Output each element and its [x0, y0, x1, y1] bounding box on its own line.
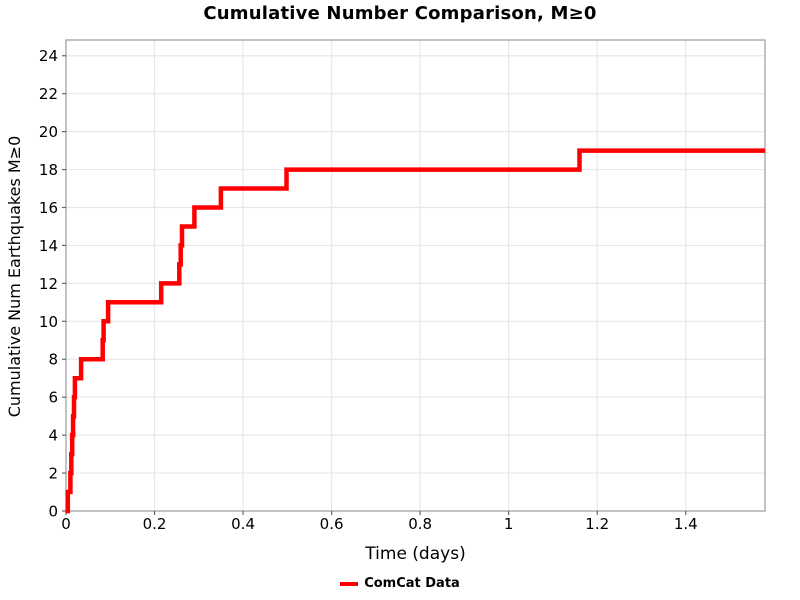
- x-tick-label: 0.6: [320, 515, 344, 533]
- x-tick-label: 0.2: [143, 515, 167, 533]
- x-tick-label: 0.8: [408, 515, 432, 533]
- legend: ComCat Data: [0, 576, 800, 591]
- y-tick-label: 18: [39, 161, 58, 179]
- y-tick-label: 10: [39, 313, 58, 331]
- y-axis-label: Cumulative Num Earthquakes M≥0: [5, 135, 24, 418]
- x-tick-label: 0.4: [231, 515, 255, 533]
- comcat-step-line: [65, 148, 765, 514]
- x-tick-label: 1: [504, 515, 514, 533]
- chart-title: Cumulative Number Comparison, M≥0: [203, 3, 597, 24]
- y-tick-label: 2: [48, 465, 58, 483]
- y-tick-label: 14: [39, 237, 58, 255]
- x-tick-label: 0: [61, 515, 71, 533]
- y-tick-label: 8: [48, 351, 58, 369]
- y-tick-label: 22: [39, 85, 58, 103]
- y-tick-label: 6: [48, 389, 58, 407]
- y-tick-label: 24: [39, 47, 58, 65]
- y-tick-label: 20: [39, 123, 58, 141]
- y-tick-label: 0: [48, 503, 58, 521]
- x-axis-label: Time (days): [365, 544, 466, 564]
- y-tick-label: 4: [48, 427, 58, 445]
- legend-line-swatch: [340, 581, 359, 586]
- y-tick-label: 16: [39, 199, 58, 217]
- legend-label: ComCat Data: [364, 576, 460, 591]
- x-tick-label: 1.4: [674, 515, 698, 533]
- x-tick-label: 1.2: [585, 515, 609, 533]
- y-tick-label: 12: [39, 275, 58, 293]
- axes-box: [65, 39, 766, 512]
